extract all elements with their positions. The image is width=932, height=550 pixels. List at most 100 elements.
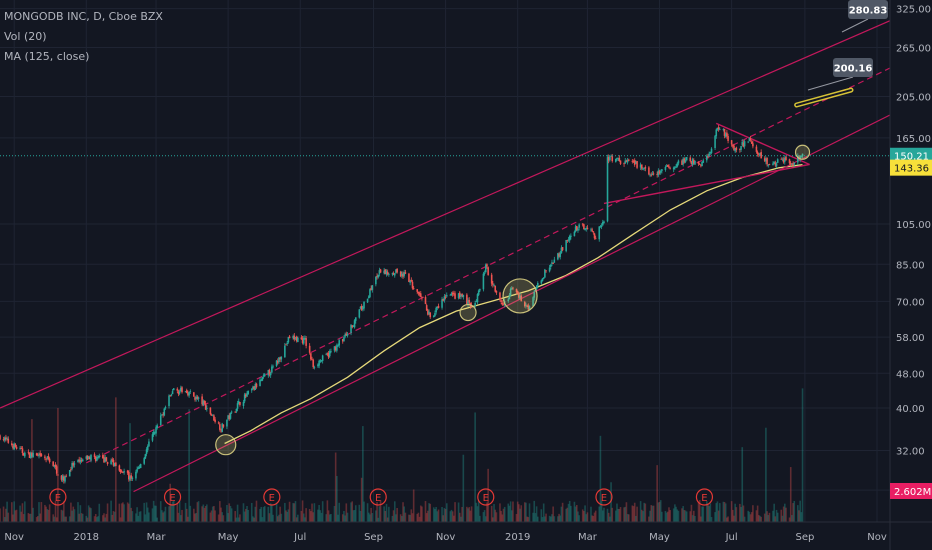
volume-bar (328, 514, 331, 522)
candle-body (441, 299, 443, 308)
candle-body (495, 291, 498, 293)
candle-body (80, 460, 83, 462)
candle-body (155, 427, 157, 434)
volume-bar (421, 506, 423, 522)
volume-bar (6, 501, 8, 522)
annotations: 280.83 200.16 (0, 0, 890, 456)
candle-body (319, 360, 322, 362)
volume-bar (272, 514, 274, 522)
volume-bar (139, 511, 142, 522)
volume-bar (201, 506, 203, 522)
candle-body (568, 235, 571, 241)
volume-bar (460, 516, 462, 522)
candle-body (254, 384, 257, 390)
candle-body (287, 336, 290, 343)
volume-bar (404, 512, 407, 522)
volume-bar (609, 516, 611, 522)
earnings-letter: E (375, 493, 381, 504)
candle-body (118, 465, 121, 471)
candle-body (650, 174, 653, 176)
volume-bar (260, 506, 263, 522)
candle-body (31, 452, 33, 457)
volume-bar (408, 514, 410, 522)
volume-bar (350, 502, 352, 522)
candle-body (344, 334, 346, 337)
volume-bar (14, 510, 17, 522)
candle-body (616, 157, 618, 160)
volume-bar (247, 509, 250, 522)
candle-body (262, 375, 265, 377)
candle-body (211, 414, 214, 416)
candle-body (353, 320, 356, 328)
candle-body (159, 415, 162, 426)
candle-body (40, 454, 43, 457)
candle-body (333, 346, 336, 351)
earnings-marker (49, 488, 67, 506)
volume-bar (788, 517, 791, 522)
candle-body (360, 306, 363, 310)
candles (0, 124, 804, 484)
candle-body (21, 448, 24, 454)
volume-bar (585, 514, 588, 522)
candle-body (523, 301, 526, 307)
volume-bar (724, 503, 727, 522)
candle-body (659, 171, 662, 173)
volume-bar (789, 467, 792, 522)
volume-bar (221, 512, 224, 522)
volume-bar (642, 511, 644, 522)
candle-body (176, 388, 179, 391)
volume-bar (93, 516, 96, 522)
candle-body (772, 163, 774, 166)
candle-body (460, 294, 462, 297)
channel-upper-line (0, 20, 891, 409)
volume-bar (40, 502, 43, 522)
volume-bar (534, 513, 537, 522)
earnings-letter: E (55, 493, 61, 504)
volume-bar (312, 512, 315, 522)
earnings-letter: E (269, 493, 275, 504)
volume-bar (85, 515, 88, 522)
candle-body (723, 128, 726, 136)
volume-bar (189, 505, 192, 522)
candle-body (278, 357, 280, 362)
candle-body (708, 153, 710, 156)
candle-body (110, 460, 112, 464)
triangle-upper-line (715, 122, 810, 166)
volume-bar (512, 501, 514, 522)
volume-bar (429, 503, 432, 522)
candle-body (269, 373, 272, 376)
volume-bar (470, 506, 473, 522)
candle-body (268, 370, 271, 375)
volume-bar (766, 511, 768, 522)
volume-bar (664, 510, 667, 522)
candle-body (234, 411, 237, 413)
volume-bar (229, 506, 232, 522)
candle-body (170, 394, 173, 396)
volume-bar (384, 510, 387, 522)
candle-body (177, 391, 180, 394)
candle-body (144, 454, 147, 459)
highlight-circle (215, 434, 237, 456)
x-tick-label: Nov (867, 532, 887, 543)
volume-bar (79, 505, 82, 522)
volume-bar (325, 514, 328, 522)
volume-bar (203, 507, 206, 522)
candle-body (758, 153, 760, 155)
candle-body (242, 401, 245, 406)
volume-bar (607, 512, 610, 522)
candle-body (341, 339, 344, 342)
candle-body (226, 419, 228, 427)
volume-bar (767, 515, 770, 522)
y-tick-label: 325.00 (896, 5, 931, 16)
volume-bar (442, 515, 445, 522)
candle-body (668, 166, 670, 168)
candle-body (227, 415, 229, 420)
volume-bar (206, 504, 208, 522)
candle-body (195, 396, 198, 400)
candle-body (642, 168, 644, 170)
volume-bar (567, 503, 570, 522)
volume-bar (403, 506, 406, 522)
volume-bar (19, 505, 21, 522)
volume-bar (53, 516, 56, 522)
